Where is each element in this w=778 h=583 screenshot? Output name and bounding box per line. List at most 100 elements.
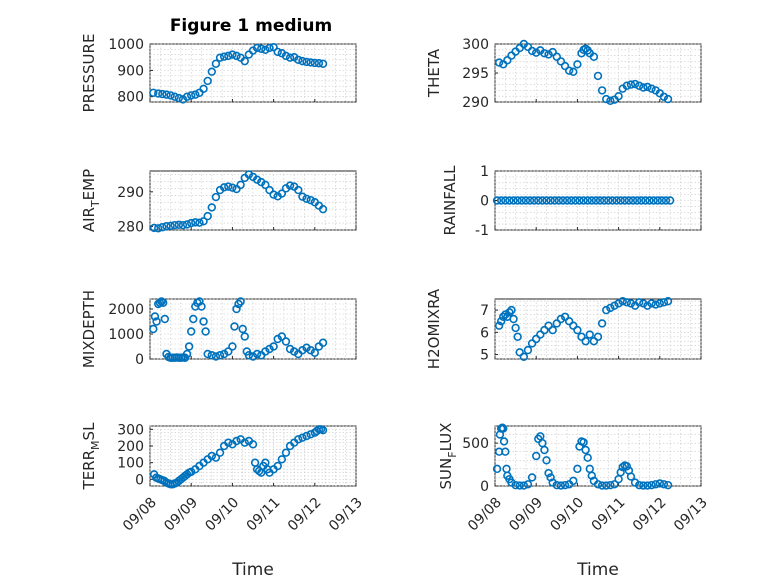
data-point	[230, 322, 239, 331]
data-point	[211, 453, 221, 462]
data-point	[298, 192, 307, 201]
data-point	[606, 303, 615, 313]
data-point	[254, 466, 264, 476]
data-point	[542, 196, 551, 205]
data-point	[536, 330, 545, 339]
data-point	[294, 435, 303, 444]
data-point	[150, 312, 160, 321]
data-point	[630, 79, 640, 89]
data-point	[626, 299, 636, 308]
data-point	[521, 196, 531, 205]
data-point	[302, 343, 311, 352]
data-point	[560, 61, 570, 71]
data-point	[577, 332, 586, 341]
data-point	[575, 442, 584, 451]
data-point	[544, 468, 553, 478]
data-point	[281, 337, 291, 346]
data-point	[154, 89, 163, 98]
data-point	[149, 88, 158, 97]
data-point	[265, 344, 274, 354]
y-tick-label: 280	[117, 220, 144, 236]
data-point	[529, 196, 539, 205]
y-tick-label: 300	[117, 422, 144, 438]
data-point	[155, 298, 165, 307]
x-tick-label: 09/12	[285, 495, 325, 535]
data-point	[540, 49, 549, 58]
y-tick-label: 900	[117, 63, 144, 79]
y-tick-label: 100	[117, 456, 144, 472]
data-point	[587, 196, 597, 205]
data-point	[158, 89, 167, 99]
x-tick-label: 09/10	[547, 495, 587, 535]
data-point	[622, 462, 632, 471]
data-point	[597, 86, 607, 95]
data-point	[641, 196, 650, 205]
data-point	[496, 317, 506, 326]
data-point	[232, 304, 241, 314]
data-point	[160, 314, 170, 324]
data-point	[149, 324, 158, 334]
data-point	[599, 196, 609, 205]
data-point	[616, 196, 625, 205]
data-point	[569, 321, 578, 330]
y-tick-label: 290	[117, 185, 144, 201]
data-point	[494, 321, 504, 330]
subplot-sun_flux: 0 500 09/08 09/09 09/10 09/11 09/12 09/13 SUNFLU…	[437, 423, 711, 580]
data-point	[318, 338, 328, 347]
data-point	[571, 196, 580, 205]
subplot-air_temp: 280 290 AIRTEMP	[80, 169, 357, 236]
data-point	[162, 221, 171, 231]
data-point	[610, 301, 619, 310]
data-point	[236, 297, 245, 306]
data-point	[236, 180, 245, 190]
data-point	[643, 481, 652, 490]
data-point	[199, 217, 208, 226]
data-point	[203, 211, 212, 221]
data-point	[505, 196, 514, 205]
y-tick-label: 500	[462, 436, 489, 452]
data-point	[614, 299, 623, 308]
data-point	[531, 334, 541, 344]
x-tick-label: 09/12	[630, 495, 670, 535]
data-point	[564, 66, 574, 75]
data-point	[589, 52, 599, 61]
data-point	[215, 448, 225, 457]
data-point	[207, 203, 217, 212]
data-point	[583, 196, 592, 205]
data-point	[597, 319, 607, 328]
data-point	[199, 317, 208, 326]
data-point	[527, 46, 537, 56]
data-point	[306, 430, 315, 439]
data-point	[546, 196, 555, 205]
data-point	[643, 301, 652, 310]
data-point	[634, 480, 644, 490]
data-point	[261, 347, 270, 356]
data-point	[606, 480, 615, 490]
data-point	[639, 299, 648, 308]
data-point	[252, 43, 262, 53]
data-point	[228, 342, 237, 351]
y-tick-label: 0	[135, 352, 144, 368]
data-point	[602, 305, 611, 315]
data-point	[182, 349, 192, 359]
data-point	[540, 445, 549, 455]
data-point	[269, 342, 278, 351]
data-point	[277, 189, 287, 198]
data-point	[649, 196, 658, 205]
data-point	[552, 319, 561, 328]
data-point	[634, 298, 644, 307]
data-point	[211, 59, 221, 68]
data-point	[157, 297, 166, 306]
data-point	[554, 196, 564, 205]
data-point	[538, 196, 547, 205]
data-point	[637, 196, 646, 205]
data-point	[616, 468, 625, 477]
data-point	[187, 327, 196, 336]
data-point	[501, 447, 510, 456]
data-point	[178, 220, 188, 230]
data-point	[302, 431, 311, 441]
data-point	[647, 84, 656, 93]
data-point	[511, 480, 520, 490]
data-point	[507, 305, 516, 315]
data-point	[519, 352, 529, 361]
